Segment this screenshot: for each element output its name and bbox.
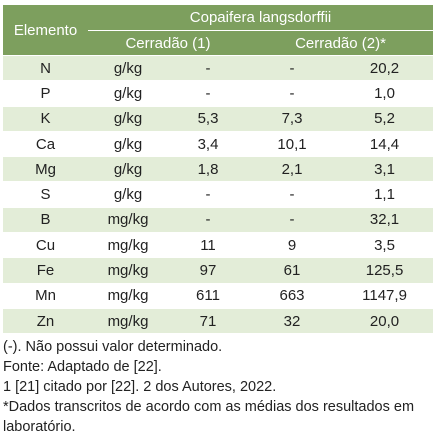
table-cell: 3,4 (168, 130, 248, 157)
header-species: Copaifera langsdorffii (88, 5, 434, 31)
table-cell: g/kg (88, 181, 168, 208)
table-cell: g/kg (88, 54, 168, 81)
table-row: Ca g/kg 3,4 10,1 14,4 (3, 130, 434, 157)
table-cell: 611 (168, 282, 248, 309)
table-cell: 20,0 (336, 307, 434, 334)
table-cell: 1,1 (336, 181, 434, 208)
table-cell: - (168, 206, 248, 233)
table-cell: 11 (168, 232, 248, 258)
table-cell: 20,2 (336, 54, 434, 81)
table-cell: g/kg (88, 80, 168, 107)
table: Elemento Copaifera langsdorffii Cerradão… (3, 5, 434, 334)
note-line: 1 [21] citado por [22]. 2 dos Autores, 2… (3, 379, 277, 396)
table-cell: 7,3 (248, 105, 336, 132)
table-cell: Mg (3, 156, 88, 182)
table-cell: 3,5 (336, 232, 434, 258)
table-cell: - (248, 54, 336, 81)
header-element: Elemento (3, 5, 88, 56)
table-cell: - (168, 80, 248, 107)
table-cell: 663 (248, 282, 336, 309)
table-cell: 1,8 (168, 156, 248, 182)
table-cell: 5,3 (168, 105, 248, 132)
header-group: Cerradão (2)* (248, 30, 434, 56)
table-cell: S (3, 181, 88, 208)
table-row: Fe mg/kg 97 61 125,5 (3, 257, 434, 284)
table-cell: 61 (248, 257, 336, 284)
table-cell: - (168, 54, 248, 81)
table-cell: g/kg (88, 130, 168, 157)
table-cell: 97 (168, 257, 248, 284)
table-cell: 14,4 (336, 130, 434, 157)
table-cell: 1,0 (336, 80, 434, 107)
note-line: (-). Não possui valor determinado. (3, 339, 223, 356)
table-cell: 3,1 (336, 156, 434, 182)
note-line: Fonte: Adaptado de [22]. (3, 359, 162, 376)
table-cell: mg/kg (88, 257, 168, 284)
table-cell: 2,1 (248, 156, 336, 182)
table-cell: K (3, 105, 88, 132)
table-cell: g/kg (88, 105, 168, 132)
table-row: Mn mg/kg 611 663 1147,9 (3, 282, 434, 309)
table-cell: 32,1 (336, 206, 434, 233)
table-cell: - (248, 80, 336, 107)
table-figure: Elemento Copaifera langsdorffii Cerradão… (3, 5, 434, 437)
table-row: Cu mg/kg 11 9 3,5 (3, 232, 434, 258)
table-cell: - (248, 206, 336, 233)
table-cell: - (248, 181, 336, 208)
table-cell: - (168, 181, 248, 208)
table-cell: 32 (248, 307, 336, 334)
table-cell: mg/kg (88, 232, 168, 258)
table-cell: 125,5 (336, 257, 434, 284)
note-line: *Dados transcritos de acordo com as médi… (3, 399, 415, 436)
table-row: Mg g/kg 1,8 2,1 3,1 (3, 156, 434, 182)
table-cell: mg/kg (88, 307, 168, 334)
table-cell: mg/kg (88, 282, 168, 309)
table-row: Zn mg/kg 71 32 20,0 (3, 307, 434, 334)
table-cell: mg/kg (88, 206, 168, 233)
table-cell: B (3, 206, 88, 233)
table-cell: 9 (248, 232, 336, 258)
table-cell: Mn (3, 282, 88, 309)
table-cell: Ca (3, 130, 88, 157)
table-cell: 71 (168, 307, 248, 334)
table-cell: P (3, 80, 88, 107)
table-cell: 10,1 (248, 130, 336, 157)
table-cell: Zn (3, 307, 88, 334)
table-cell: Cu (3, 232, 88, 258)
notes: (-). Não possui valor determinado. Fonte:… (3, 337, 423, 437)
table-cell: 5,2 (336, 105, 434, 132)
header-group: Cerradão (1) (88, 30, 248, 56)
table-cell: g/kg (88, 156, 168, 182)
table-cell: Fe (3, 257, 88, 284)
table-cell: 1147,9 (336, 282, 434, 309)
table-cell: N (3, 54, 88, 81)
